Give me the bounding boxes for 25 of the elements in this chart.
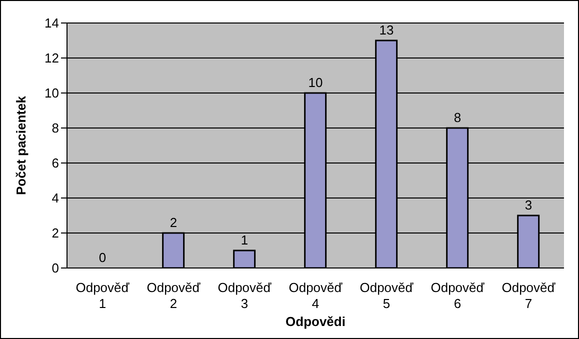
y-tick-label: 14 xyxy=(44,16,59,31)
x-tick-label: Odpověď 7 xyxy=(502,280,556,311)
data-label: 13 xyxy=(379,22,394,38)
y-tick-label: 6 xyxy=(52,156,59,171)
y-axis-title: Počet pacientek xyxy=(14,95,29,195)
data-label: 0 xyxy=(98,250,106,265)
data-label: 8 xyxy=(454,110,462,125)
bar xyxy=(233,250,256,268)
y-tick-label: 10 xyxy=(44,86,59,101)
x-tick-label: Odpověď 2 xyxy=(146,280,202,311)
data-label: 3 xyxy=(524,198,532,212)
x-tick-label: Odpověď 4 xyxy=(288,280,344,311)
y-tick-label: 12 xyxy=(44,50,59,66)
x-axis-title: Odpovědi xyxy=(286,314,346,329)
x-tick-label: Odpověď 5 xyxy=(360,280,414,311)
x-tick-label: Odpověď 1 xyxy=(76,280,130,311)
y-tick-label: 2 xyxy=(52,226,59,241)
y-tick-label: 8 xyxy=(52,120,59,136)
data-label: 2 xyxy=(170,215,178,230)
data-label: 1 xyxy=(240,232,248,248)
x-tick-label: Odpověď 6 xyxy=(430,280,486,311)
data-label: 10 xyxy=(308,75,323,90)
y-tick-label: 4 xyxy=(52,190,59,206)
x-tick-label: Odpověď 3 xyxy=(218,280,272,311)
y-tick-label: 0 xyxy=(52,260,59,276)
